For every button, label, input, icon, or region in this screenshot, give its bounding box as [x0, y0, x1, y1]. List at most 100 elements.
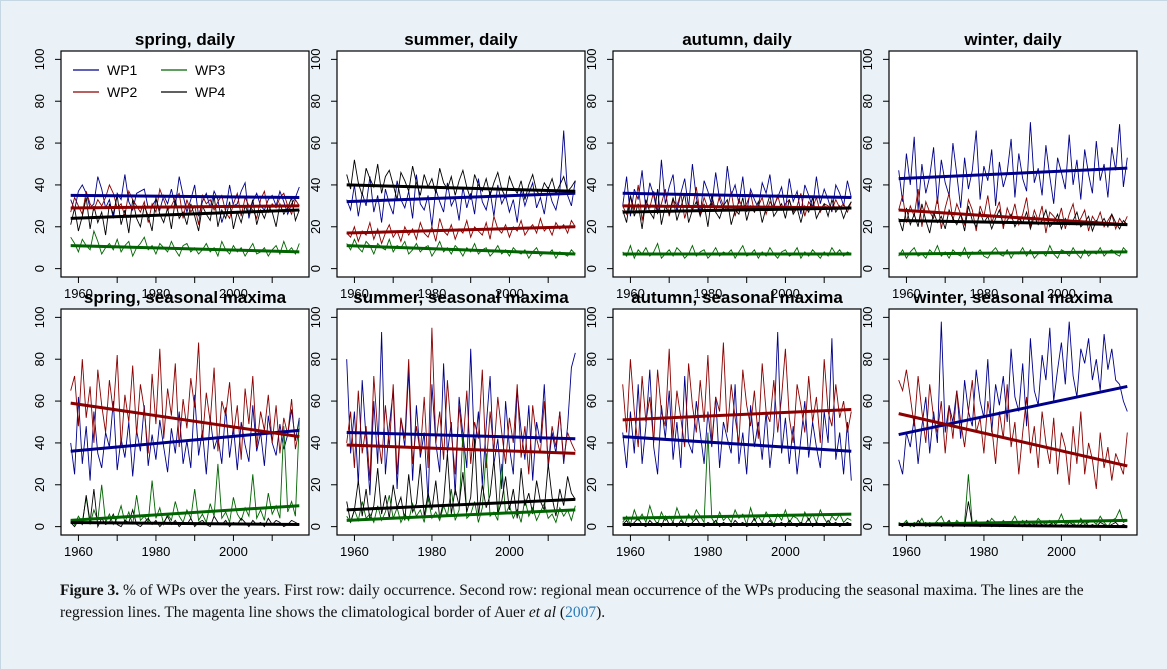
caption-citation-link[interactable]: 2007	[565, 604, 597, 621]
x-tick-label: 1980	[693, 544, 722, 559]
trend-line-wp3	[898, 250, 1128, 256]
x-tick-label: 1960	[64, 544, 93, 559]
y-tick-label: 0	[308, 523, 323, 530]
trend-line-wp3	[622, 512, 852, 520]
y-tick-label: 0	[860, 523, 875, 530]
y-tick-label: 60	[32, 136, 47, 150]
trend-line-wp3	[346, 508, 576, 522]
series-line-wp4	[346, 159, 576, 200]
trend-line-wp1	[346, 191, 576, 204]
y-tick-label: 40	[860, 178, 875, 192]
x-tick-label: 2000	[219, 544, 248, 559]
series-line-wp4	[346, 438, 576, 523]
series-line-wp1	[70, 394, 300, 481]
panel-0: spring, daily 0 20 40 60 80 100 1960 1980 2000 WP1…	[32, 30, 310, 301]
trend-line-wp1	[70, 428, 300, 453]
x-tick-label: 1980	[969, 544, 998, 559]
trend-line-wp4	[70, 208, 300, 220]
y-tick-label: 20	[584, 478, 599, 492]
y-tick-label: 40	[32, 178, 47, 192]
y-tick-label: 60	[860, 394, 875, 408]
trend-line-wp2	[70, 401, 300, 439]
x-tick-label: 1960	[616, 544, 645, 559]
x-tick-label: 1980	[417, 286, 446, 301]
series-line-wp4	[622, 189, 852, 229]
trend-line-wp1	[70, 193, 300, 199]
y-tick-label: 0	[860, 265, 875, 272]
y-tick-label: 80	[32, 94, 47, 108]
series-line-wp2	[898, 189, 1128, 234]
trend-line-wp3	[70, 504, 300, 522]
series-line-wp3	[346, 237, 576, 260]
y-tick-label: 60	[32, 394, 47, 408]
y-tick-label: 20	[308, 478, 323, 492]
panel-6: autumn, seasonal maxima 0 20 40 60 80 100 1960 1…	[584, 288, 862, 559]
series-line-wp3	[898, 244, 1128, 260]
legend-label-wp3: WP3	[195, 62, 226, 78]
legend: WP1 WP2 WP3 WP4	[73, 62, 226, 100]
trend-line-wp3	[70, 244, 300, 254]
y-tick-label: 40	[32, 436, 47, 450]
panel-5: summer, seasonal maxima 0 20 40 60 80 100 1960 1…	[308, 288, 586, 559]
caption-text: % of WPs over the years. First row: dail…	[60, 582, 1084, 621]
panel-title: summer, daily	[404, 30, 518, 49]
x-tick-label: 1980	[141, 286, 170, 301]
y-tick-label: 20	[860, 220, 875, 234]
y-tick-label: 60	[584, 394, 599, 408]
y-tick-label: 100	[860, 49, 875, 71]
y-tick-label: 100	[584, 307, 599, 329]
series-line-wp2	[346, 327, 576, 481]
series-line-wp3	[70, 419, 300, 527]
y-tick-label: 100	[308, 307, 323, 329]
panel-4: spring, seasonal maxima 0 20 40 60 80 100 1960 1…	[32, 288, 310, 559]
x-tick-label: 1960	[892, 544, 921, 559]
trend-line-wp2	[898, 412, 1128, 468]
x-tick-label: 2000	[495, 544, 524, 559]
y-tick-label: 80	[860, 94, 875, 108]
trend-line-wp1	[622, 191, 852, 199]
y-tick-label: 20	[308, 220, 323, 234]
y-tick-label: 80	[584, 352, 599, 366]
panel-title: spring, seasonal maxima	[84, 288, 287, 307]
panel-title: autumn, seasonal maxima	[631, 288, 843, 307]
y-tick-label: 20	[32, 478, 47, 492]
y-tick-label: 20	[584, 220, 599, 234]
trend-line-wp3	[346, 244, 576, 256]
y-tick-label: 0	[32, 523, 47, 530]
y-tick-label: 100	[584, 49, 599, 71]
x-tick-label: 2000	[771, 286, 800, 301]
trend-line-wp2	[346, 443, 576, 455]
panel-1: summer, daily 0 20 40 60 80 100 1960 1980 2000	[308, 30, 586, 301]
trend-line-wp1	[346, 430, 576, 441]
caption-close: ).	[596, 604, 606, 621]
plot-area	[612, 50, 862, 278]
x-tick-label: 1980	[693, 286, 722, 301]
y-tick-label: 60	[308, 136, 323, 150]
x-tick-label: 2000	[1047, 286, 1076, 301]
x-tick-label: 1980	[141, 544, 170, 559]
series-line-wp1	[898, 122, 1128, 211]
y-tick-label: 20	[32, 220, 47, 234]
trend-line-wp2	[622, 407, 852, 422]
x-tick-label: 1960	[616, 286, 645, 301]
panel-title: summer, seasonal maxima	[353, 288, 569, 307]
legend-label-wp2: WP2	[107, 84, 138, 100]
trend-line-wp4	[622, 206, 852, 214]
y-tick-label: 80	[308, 94, 323, 108]
y-tick-label: 100	[308, 49, 323, 71]
trend-line-wp1	[898, 384, 1128, 437]
caption-label: Figure 3.	[60, 582, 120, 599]
series-line-wp2	[898, 369, 1128, 490]
panel-3: winter, daily 0 20 40 60 80 100 1960 1980 2000	[860, 30, 1138, 301]
y-tick-label: 100	[32, 49, 47, 71]
y-tick-label: 60	[860, 136, 875, 150]
trend-line-wp4	[898, 523, 1128, 529]
plot-area	[336, 50, 586, 278]
panel-title: spring, daily	[135, 30, 236, 49]
series-line-wp1	[898, 321, 1128, 475]
y-tick-label: 40	[584, 178, 599, 192]
panel-7: winter, seasonal maxima 0 20 40 60 80 100 1960 1…	[860, 288, 1138, 559]
x-tick-label: 1980	[417, 544, 446, 559]
y-tick-label: 0	[584, 523, 599, 530]
y-tick-label: 40	[860, 436, 875, 450]
